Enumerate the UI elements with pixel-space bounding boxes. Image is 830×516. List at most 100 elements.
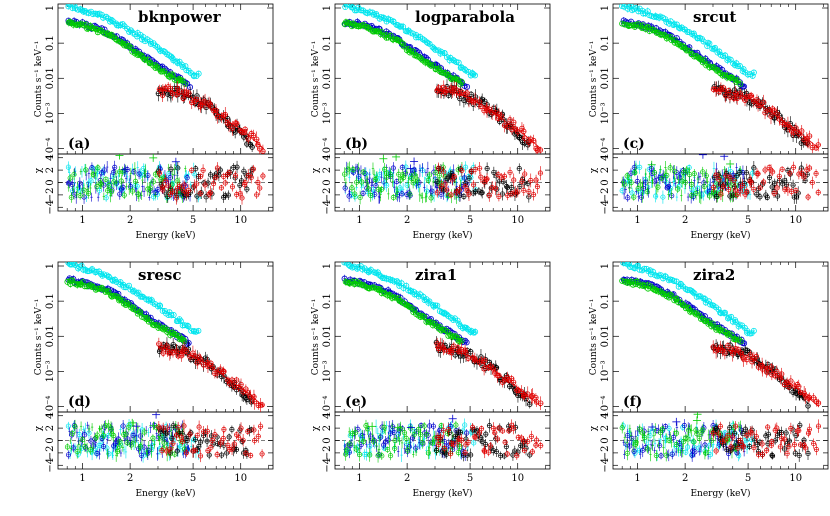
data-point bbox=[667, 33, 674, 40]
residual-point bbox=[444, 187, 450, 193]
data-point bbox=[435, 85, 442, 91]
residual-point bbox=[150, 194, 157, 200]
residual-point bbox=[129, 188, 135, 194]
data-point bbox=[234, 120, 240, 127]
residual-point bbox=[624, 173, 630, 179]
y-axis-title: Counts s⁻¹ keV⁻¹ bbox=[589, 41, 599, 117]
data-point bbox=[776, 116, 782, 122]
data-point bbox=[793, 125, 799, 131]
data-point bbox=[703, 62, 710, 69]
data-point bbox=[168, 71, 175, 78]
residual-point bbox=[634, 178, 640, 185]
x-tick-label: 2 bbox=[127, 215, 133, 226]
residual-point bbox=[156, 170, 162, 176]
residual-point bbox=[632, 170, 638, 176]
data-point bbox=[250, 132, 257, 139]
residual-point bbox=[653, 193, 659, 199]
residual-point bbox=[160, 187, 166, 193]
data-point bbox=[528, 136, 534, 142]
residual-point bbox=[65, 164, 71, 170]
residual-point bbox=[631, 194, 637, 200]
residual-y-tick-label: −4 bbox=[600, 200, 611, 215]
data-point bbox=[722, 52, 729, 59]
residual-point bbox=[211, 181, 217, 187]
residual-point bbox=[496, 193, 502, 200]
residual-point bbox=[533, 177, 539, 183]
residual-point bbox=[165, 183, 171, 189]
x-tick-label: 10 bbox=[789, 215, 802, 226]
residual-point bbox=[214, 165, 220, 171]
data-point bbox=[768, 113, 774, 119]
data-point bbox=[737, 80, 744, 87]
residual-point bbox=[168, 166, 174, 172]
data-point bbox=[472, 94, 479, 100]
residual-y-tick-label: 0 bbox=[45, 179, 56, 185]
residual-point bbox=[99, 170, 105, 176]
residual-y-tick-label: −4 bbox=[45, 200, 56, 215]
residual-y-tick-label: 2 bbox=[45, 167, 56, 173]
residual-point bbox=[531, 192, 537, 198]
residual-point bbox=[131, 169, 137, 175]
data-point bbox=[447, 74, 454, 81]
residual-point bbox=[248, 174, 254, 181]
data-point bbox=[444, 87, 450, 94]
residual-point bbox=[414, 177, 420, 183]
data-point bbox=[234, 123, 240, 129]
residual-point bbox=[434, 190, 440, 196]
residual-point bbox=[110, 169, 117, 175]
residual-point bbox=[244, 186, 250, 192]
residual-point bbox=[260, 173, 266, 179]
data-point bbox=[183, 67, 190, 74]
data-point bbox=[242, 126, 248, 133]
y-tick-label: 0.1 bbox=[45, 35, 56, 51]
residual-point bbox=[364, 189, 370, 195]
residual-point bbox=[250, 166, 256, 172]
residual-point bbox=[442, 181, 448, 187]
residual-point bbox=[445, 193, 451, 199]
residual-y-tick-label: −2 bbox=[600, 188, 611, 203]
panel-title: logparabola bbox=[415, 8, 515, 26]
residual-point bbox=[412, 172, 418, 178]
data-point bbox=[434, 87, 440, 94]
residual-point bbox=[90, 171, 96, 177]
residual-axis-title: χ bbox=[34, 167, 44, 173]
data-point bbox=[185, 67, 192, 74]
data-point bbox=[182, 81, 189, 88]
data-point bbox=[472, 72, 479, 79]
data-point bbox=[404, 28, 411, 35]
residual-point bbox=[120, 184, 126, 190]
residual-point bbox=[402, 170, 408, 176]
data-point bbox=[441, 84, 447, 91]
data-point bbox=[134, 33, 141, 40]
data-point bbox=[674, 40, 681, 47]
residual-axis-title: χ bbox=[311, 167, 321, 173]
panel-letter: (a) bbox=[68, 136, 90, 152]
residual-point bbox=[537, 170, 543, 176]
residual-point bbox=[525, 180, 531, 187]
residual-point bbox=[628, 180, 634, 186]
data-point bbox=[720, 85, 727, 91]
data-point bbox=[486, 106, 492, 113]
residual-point bbox=[225, 192, 231, 198]
residual-y-tick-label: 2 bbox=[600, 167, 611, 173]
data-point bbox=[426, 61, 433, 68]
data-point bbox=[507, 117, 513, 123]
data-point bbox=[400, 43, 407, 50]
y-tick-label: 1 bbox=[322, 5, 333, 11]
residual-point bbox=[226, 169, 232, 176]
residual-point bbox=[478, 174, 484, 180]
residual-point bbox=[659, 175, 665, 181]
residual-point bbox=[101, 167, 108, 173]
residual-point bbox=[407, 191, 413, 197]
data-point bbox=[156, 86, 163, 93]
data-point bbox=[229, 125, 236, 132]
data-point bbox=[213, 107, 219, 114]
data-point bbox=[70, 21, 77, 28]
residual-point bbox=[69, 182, 75, 188]
y-tick-label: 10⁻³ bbox=[45, 102, 56, 124]
residual-point bbox=[625, 195, 631, 201]
y-axis-title: Counts s⁻¹ keV⁻¹ bbox=[311, 41, 321, 117]
residual-point bbox=[425, 177, 431, 183]
residual-point bbox=[66, 180, 73, 186]
residual-point bbox=[404, 182, 410, 188]
